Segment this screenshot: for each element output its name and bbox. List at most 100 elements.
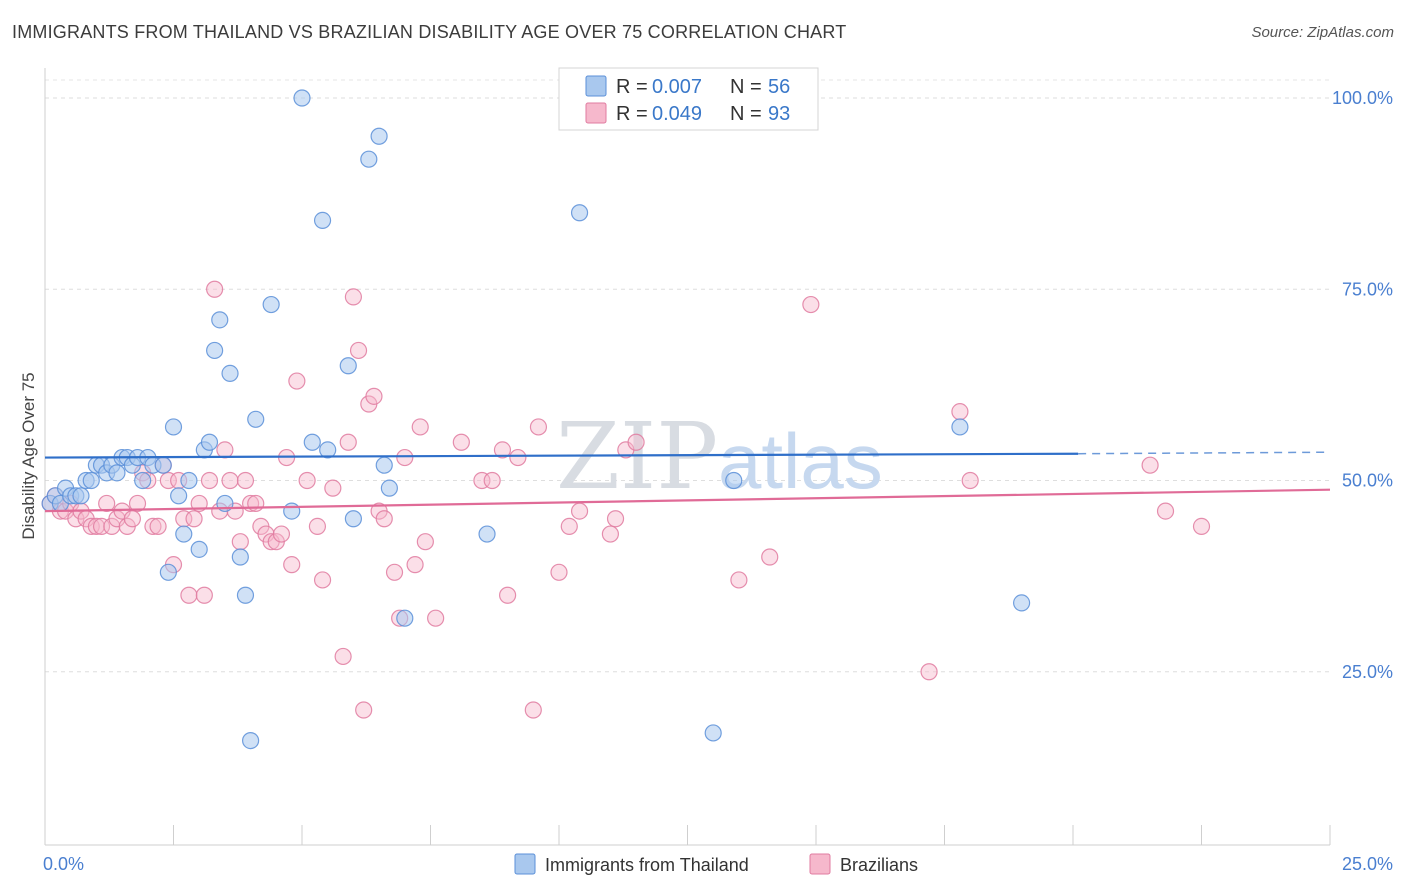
y-tick-label-1: 50.0% (1342, 471, 1393, 491)
thailand-point-22 (159, 563, 177, 581)
brazilians-point-21 (149, 517, 167, 536)
thailand-point-18 (134, 471, 152, 490)
thailand-point-44 (339, 357, 357, 375)
brazilians-point-35 (221, 471, 239, 490)
thailand-point-33 (221, 364, 239, 382)
brazilians-point-54 (339, 433, 357, 451)
thailand-point-26 (180, 471, 198, 490)
brazilians-point-78 (560, 517, 578, 536)
brazilians-point-74 (509, 448, 527, 467)
series-swatch-thailand (514, 853, 536, 875)
thailand-point-55 (951, 418, 969, 436)
brazilians-point-73 (499, 586, 517, 604)
legend-r-label-1: R = (616, 103, 648, 125)
tick-labels: 25.0% 50.0% 75.0% 100.0% 0.0% 25.0% (43, 88, 1393, 874)
brazilians-point-53 (334, 647, 352, 666)
thailand-point-56 (1012, 594, 1031, 612)
brazilians-point-11 (98, 494, 116, 513)
brazilians-point-79 (570, 502, 589, 520)
brazilians-point-31 (200, 471, 219, 490)
thailand-point-37 (247, 410, 265, 428)
thailand-point-42 (313, 211, 332, 229)
thailand-point-47 (370, 127, 388, 145)
thailand-point-52 (570, 204, 589, 222)
thailand-point-45 (344, 510, 362, 528)
thailand-point-31 (211, 311, 229, 329)
brazilians-point-56 (349, 341, 368, 360)
thailand-point-34 (231, 548, 249, 566)
brazilians-point-20 (144, 517, 162, 536)
thailand-point-29 (200, 433, 219, 451)
data-points (41, 89, 1211, 750)
brazilians-point-50 (308, 517, 327, 536)
brazilians-point-55 (344, 288, 362, 306)
thailand-point-25 (175, 525, 193, 543)
brazilians-point-69 (452, 433, 470, 451)
legend-n-label-0: N = (730, 76, 762, 98)
thailand-point-51 (478, 525, 496, 543)
brazilians-point-38 (236, 471, 255, 490)
chart-source: Source: ZipAtlas.com (1251, 24, 1394, 41)
stats-legend: R = 0.007 N = 56 R = 0.049 N = 93 (558, 67, 819, 131)
legend-n-value-1: 93 (768, 103, 790, 125)
legend-swatch-pink (585, 102, 607, 124)
thailand-point-49 (380, 479, 398, 497)
brazilians-point-92 (1192, 517, 1211, 536)
brazilians-point-64 (396, 448, 414, 467)
y-axis-label: Disability Age Over 75 (19, 372, 38, 539)
brazilians-point-48 (288, 372, 306, 390)
brazilians-point-61 (375, 510, 393, 528)
legend-n-value-0: 56 (768, 76, 790, 98)
brazilians-point-84 (730, 571, 748, 589)
brazilians-point-88 (951, 403, 969, 421)
thailand-point-39 (283, 502, 301, 520)
y-tick-label-0: 25.0% (1342, 662, 1393, 682)
series-label-thailand: Immigrants from Thailand (545, 855, 749, 875)
series-label-brazilians: Brazilians (840, 855, 918, 875)
thailand-point-21 (154, 456, 172, 474)
thailand-point-46 (360, 150, 378, 168)
brazilians-point-68 (427, 609, 445, 627)
thailand-point-36 (242, 731, 260, 750)
x-tick-label-1: 25.0% (1342, 854, 1393, 874)
brazilians-point-81 (606, 510, 625, 528)
thailand-point-40 (293, 89, 311, 107)
brazilians-point-30 (195, 586, 213, 604)
thailand-point-8 (82, 471, 100, 490)
brazilians-point-86 (802, 295, 820, 314)
brazilians-point-85 (761, 548, 779, 566)
thailand-point-35 (236, 586, 255, 604)
thailand-point-53 (704, 724, 722, 742)
thailand-point-27 (190, 540, 208, 558)
thailand-trend-extension (1078, 451, 1331, 455)
brazilians-point-83 (627, 433, 645, 451)
brazilians-point-87 (920, 663, 938, 681)
thailand-point-54 (725, 471, 743, 490)
thailand-point-48 (375, 456, 393, 474)
thailand-point-41 (303, 433, 321, 451)
legend-swatch-blue (585, 75, 607, 97)
chart-title: IMMIGRANTS FROM THAILAND VS BRAZILIAN DI… (12, 22, 847, 42)
brazilians-point-62 (385, 563, 404, 581)
brazilians-point-65 (406, 556, 424, 574)
brazilians-point-34 (216, 441, 234, 459)
thailand-point-50 (396, 609, 414, 627)
trend-lines (44, 451, 1331, 513)
brazilians-point-77 (550, 563, 568, 581)
brazilians-point-40 (247, 494, 265, 513)
brazilians-point-28 (185, 510, 203, 528)
brazilians-point-76 (529, 418, 548, 436)
brazilians-point-52 (324, 479, 342, 497)
y-tick-label-2: 75.0% (1342, 279, 1393, 299)
brazilians-point-89 (961, 471, 979, 490)
brazilians-point-80 (601, 525, 620, 543)
brazilians-point-90 (1141, 456, 1159, 474)
brazilians-trend-line (44, 488, 1331, 513)
brazilians-point-75 (524, 701, 542, 719)
thailand-trend-line (44, 452, 1079, 459)
brazilians-point-59 (365, 387, 383, 405)
brazilians-point-37 (231, 533, 249, 551)
thailand-point-24 (170, 487, 188, 505)
legend-n-label-1: N = (730, 103, 762, 125)
y-tick-label-3: 100.0% (1332, 88, 1393, 108)
